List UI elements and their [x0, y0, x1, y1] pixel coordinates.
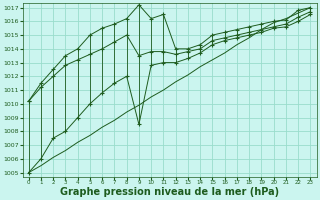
- X-axis label: Graphe pression niveau de la mer (hPa): Graphe pression niveau de la mer (hPa): [60, 187, 279, 197]
